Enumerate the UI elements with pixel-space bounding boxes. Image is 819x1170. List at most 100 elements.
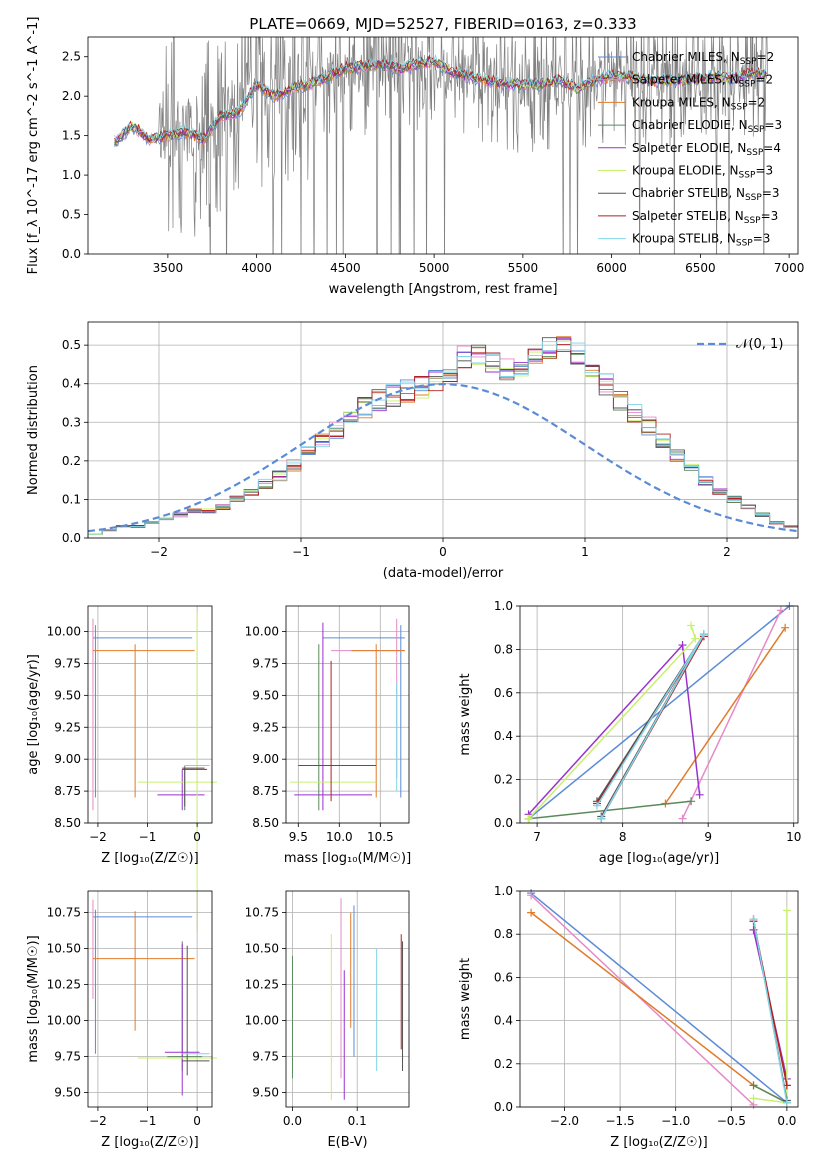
y-tick-label: 0.6: [494, 686, 513, 700]
x-tick-label: 10.5: [367, 830, 394, 844]
legend-label-salpeter_miles: Salpeter MILES, NSSP=2: [632, 73, 773, 90]
axes-frame: [285, 890, 410, 1108]
x-tick-label: 5000: [419, 261, 450, 275]
y-tick-label: 10.00: [47, 1014, 81, 1028]
y-tick-label: 0.0: [62, 247, 81, 261]
axes-frame: [87, 890, 213, 1108]
weight-line-salpeter_miles: [530, 894, 755, 1106]
axes: 0.0 0.1 9.50 9.75 10.00 10.25 10.50 10.75 E(B-V): [245, 890, 410, 1150]
weight-line-kroupa_miles: [664, 627, 786, 804]
x-tick-label: −1: [292, 545, 310, 559]
plot-area: [92, 899, 217, 1096]
y-tick-label: 10.75: [47, 906, 81, 920]
panel-mass_vs_Z: −2 −1 0 9.50 9.75 10.00 10.25 10.50 10.75 Z [log₁…: [26, 890, 217, 1150]
axes-frame: [87, 36, 799, 255]
y-tick-label: 8.75: [54, 784, 81, 798]
x-tick-label: 5500: [508, 261, 539, 275]
y-tick-label: 9.50: [54, 1086, 81, 1100]
x-tick-label: −1.5: [606, 1114, 635, 1128]
x-axis-label: Z [log₁₀(Z/Z☉)]: [101, 1135, 198, 1150]
weight-marker-kroupa_elodie: [749, 1094, 758, 1103]
y-tick-label: 9.50: [54, 688, 81, 702]
y-tick-label: 0.4: [494, 1014, 513, 1028]
gaussian-curve: [87, 382, 799, 533]
axes: −2.0 −1.5 −1.0 −0.5 0.0 0.0 0.2 0.4 0.6 0.8 1.0 Z […: [458, 884, 799, 1150]
y-tick-label: 8.50: [54, 816, 81, 830]
legend-label-chabrier_miles: Chabrier MILES, NSSP=2: [632, 50, 774, 67]
plot-area: [291, 898, 404, 1100]
weight-line-chabrier_elodie: [528, 800, 692, 820]
axes-frame: [519, 605, 799, 824]
x-axis-label: age [log₁₀(age/yr)]: [599, 851, 720, 866]
y-tick-label: 10.00: [245, 625, 279, 639]
grid-lines: [286, 606, 409, 824]
y-tick-label: 2.5: [62, 50, 81, 64]
x-tick-label: 7000: [774, 261, 805, 275]
y-axis-label: mass weight: [458, 958, 473, 1040]
model-spectrum-kroupa_stelib: [114, 54, 767, 142]
weight-marker-kroupa_stelib: [592, 801, 601, 810]
y-tick-label: 9.00: [252, 752, 279, 766]
weight-marker-chabrier_elodie: [749, 1081, 758, 1090]
x-tick-label: 0: [193, 830, 201, 844]
plot-area: [524, 602, 794, 823]
x-tick-label: −2: [89, 1114, 107, 1128]
weight-marker-kroupa_miles: [781, 623, 790, 632]
spectrum-data: [114, 37, 768, 254]
legend: Chabrier MILES, NSSP=2 Salpeter MILES, NS…: [598, 50, 782, 249]
y-tick-label: 10.25: [245, 978, 279, 992]
weight-marker-kroupa_elodie: [782, 906, 791, 915]
y-tick-label: 9.25: [54, 720, 81, 734]
x-tick-label: 0: [439, 545, 447, 559]
figure-title: PLATE=0669, MJD=52527, FIBERID=0163, z=0…: [249, 15, 636, 33]
axes: −2 −1 0 9.50 9.75 10.00 10.25 10.50 10.75 Z [log₁…: [26, 890, 213, 1150]
y-tick-label: 10.50: [245, 942, 279, 956]
grid-lines: [88, 322, 798, 539]
weight-marker-salpeter_miles: [776, 606, 785, 615]
y-axis-label: age [log₁₀(age/yr)]: [26, 654, 41, 775]
x-tick-label: −1: [139, 1114, 157, 1128]
y-tick-label: 0.4: [494, 729, 513, 743]
x-tick-label: −1: [139, 830, 157, 844]
panel-weight_vs_Z: −2.0 −1.5 −1.0 −0.5 0.0 0.0 0.2 0.4 0.6 0.8 1.0 Z […: [458, 884, 799, 1150]
y-tick-label: 9.75: [54, 1050, 81, 1064]
y-tick-label: 0.8: [494, 642, 513, 656]
x-tick-label: 0.0: [283, 1114, 302, 1128]
axes-frame: [285, 605, 410, 824]
plot-area: [87, 336, 799, 538]
x-tick-label: 2: [723, 545, 731, 559]
y-tick-label: 10.00: [47, 625, 81, 639]
weight-marker-salpeter_miles: [527, 891, 536, 900]
x-tick-label: 0.1: [348, 1114, 367, 1128]
y-tick-label: 9.50: [252, 688, 279, 702]
axes: 9.5 10.0 10.5 8.50 8.75 9.00 9.25 9.50 9.75 10.00…: [245, 605, 411, 866]
y-tick-label: 0.3: [62, 415, 81, 429]
x-tick-label: −2.0: [550, 1114, 579, 1128]
x-tick-label: 9.5: [289, 830, 308, 844]
legend-label-chabrier_stelib: Chabrier STELIB, NSSP=3: [632, 186, 780, 203]
x-tick-label: 1: [581, 545, 589, 559]
weight-line-chabrier_miles: [530, 892, 788, 1104]
weight-line-chabrier_elodie: [753, 1084, 788, 1104]
x-tick-label: 3500: [153, 261, 184, 275]
weight-marker-kroupa_elodie: [691, 634, 700, 643]
y-tick-label: 10.00: [245, 1014, 279, 1028]
weight-marker-kroupa_elodie: [524, 814, 533, 823]
y-tick-label: 9.50: [252, 1086, 279, 1100]
y-tick-label: 0.5: [62, 338, 81, 352]
y-axis-label: mass weight: [458, 673, 473, 755]
y-tick-label: 0.6: [494, 970, 513, 984]
weight-line-salpeter_miles: [681, 609, 782, 820]
plot-area: [92, 612, 217, 932]
weight-marker-salpeter_elodie: [678, 641, 687, 650]
x-tick-label: 6000: [596, 261, 627, 275]
y-tick-label: 9.25: [252, 720, 279, 734]
axes: 7 8 9 10 0.0 0.2 0.4 0.6 0.8 1.0 age [log₁₀(age/yr…: [458, 599, 801, 866]
x-axis-label: Z [log₁₀(Z/Z☉)]: [610, 1135, 707, 1150]
y-tick-label: 0.2: [494, 773, 513, 787]
weight-marker-kroupa_elodie: [687, 621, 696, 630]
weight-line-kroupa_stelib: [752, 918, 788, 1103]
x-tick-label: 7: [533, 830, 541, 844]
x-tick-label: 4000: [241, 261, 272, 275]
panel-age_vs_Z: −2 −1 0 8.50 8.75 9.00 9.25 9.50 9.75 10.00 Z [log…: [26, 605, 217, 932]
